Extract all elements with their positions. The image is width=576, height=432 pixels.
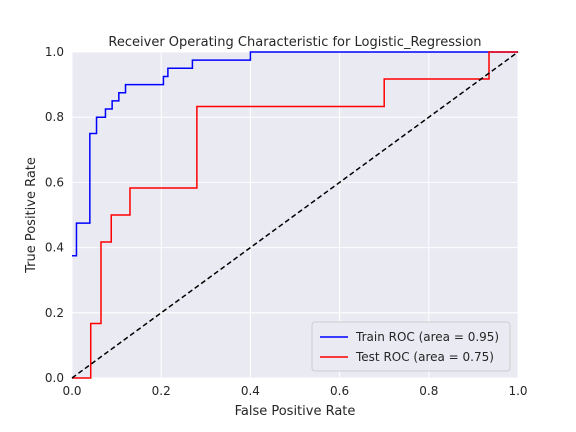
x-tick-label: 0.0	[62, 384, 81, 398]
x-tick-label: 1.0	[508, 384, 527, 398]
series-lines	[71, 51, 519, 379]
y-tick-label: 0.0	[45, 371, 64, 385]
legend-label-train: Train ROC (area = 0.95)	[355, 330, 499, 344]
y-tick-label: 0.6	[45, 175, 64, 189]
y-tick-label: 0.8	[45, 110, 64, 124]
x-tick-label: 0.2	[152, 384, 171, 398]
y-tick-label: 0.4	[45, 241, 64, 255]
test-roc-line	[72, 51, 518, 379]
y-tick-label: 1.0	[45, 45, 64, 59]
y-axis-label: True Positive Rate	[24, 157, 39, 274]
x-axis-label: False Positive Rate	[235, 404, 356, 419]
legend-box	[311, 321, 511, 372]
x-tick-label: 0.8	[419, 384, 438, 398]
y-tick-label: 0.2	[45, 306, 64, 320]
chance-line	[71, 51, 519, 379]
chart-title: Receiver Operating Characteristic for Lo…	[108, 35, 481, 50]
legend: Train ROC (area = 0.95) Test ROC (area =…	[311, 321, 511, 372]
x-tick-label: 0.6	[330, 384, 349, 398]
tick-labels: 0.0 0.2 0.4 0.6 0.8 1.0 0.0 0.2 0.4 0.6 0.8 1.0	[45, 45, 528, 398]
train-roc-line	[72, 51, 518, 257]
x-tick-label: 0.4	[241, 384, 260, 398]
legend-label-test: Test ROC (area = 0.75)	[355, 350, 494, 364]
